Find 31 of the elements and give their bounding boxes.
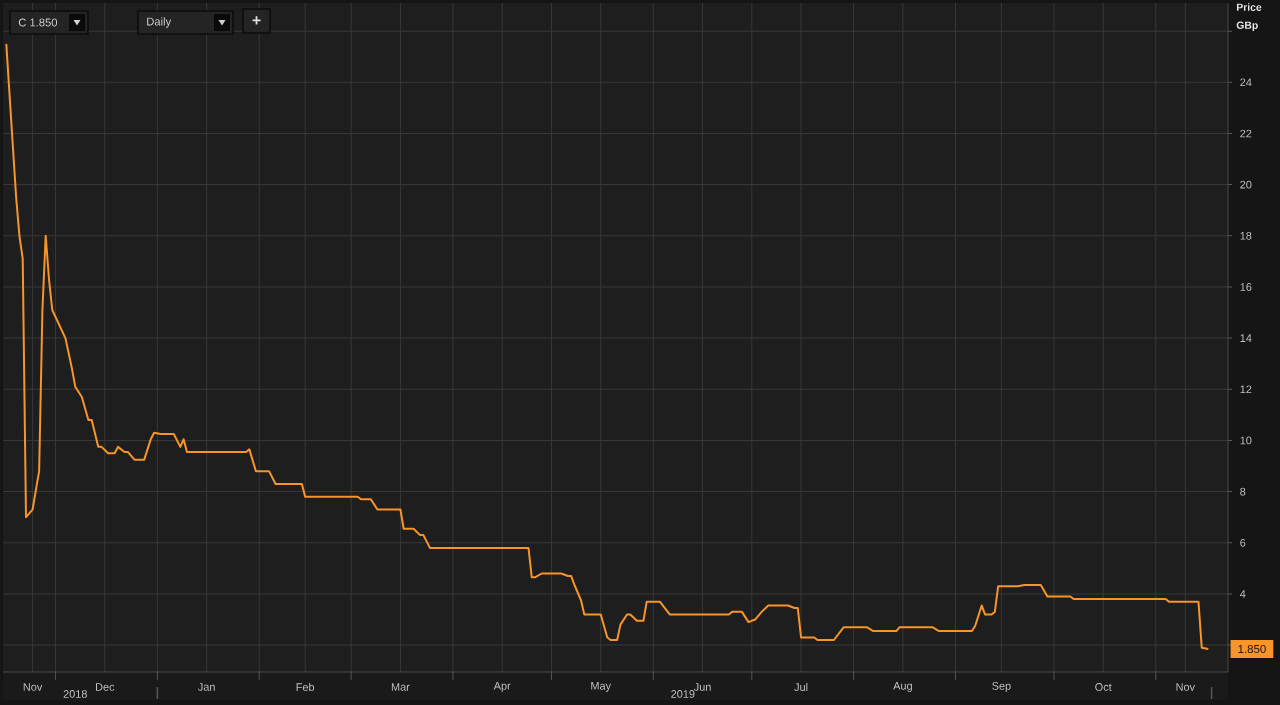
annotation: + <box>252 16 261 25</box>
x-tick-label: Mar <box>391 683 410 691</box>
x2-tick-label: 2018 <box>63 690 87 698</box>
x-tick-label: Jan <box>197 683 215 691</box>
x-tick-label: Jul <box>794 682 808 691</box>
annotation: C 1.850 <box>18 18 58 27</box>
y-tick-label: 18 <box>1240 231 1252 240</box>
x-tick-label: May <box>591 682 612 692</box>
annotation: 1.850 <box>1238 644 1266 654</box>
x-tick-label: Aug <box>893 682 912 692</box>
y-tick-label: 14 <box>1240 334 1252 342</box>
x-tick-label: Dec <box>96 683 115 691</box>
x-tick-label: Nov <box>1176 683 1196 691</box>
y-tick-label: 4 <box>1239 590 1246 598</box>
x-tick-label: Jun <box>693 683 711 691</box>
y-tick-label: 10 <box>1240 436 1252 445</box>
y-axis-title: Price GBp <box>1236 3 1262 31</box>
x-tick-label: Apr <box>493 682 511 692</box>
annotation: Daily <box>147 17 172 28</box>
y-tick-label: 6 <box>1240 538 1246 547</box>
x-tick-label: Nov <box>23 683 43 691</box>
y-tick-label: 22 <box>1240 129 1252 138</box>
x-tick-label: Feb <box>296 682 315 691</box>
y-tick-label: 20 <box>1240 180 1252 189</box>
x2-tick-label: 2019 <box>671 690 695 698</box>
y-tick-label: 12 <box>1240 385 1252 394</box>
y-tick-label: 24 <box>1240 78 1252 87</box>
x-tick-label: Sep <box>992 682 1011 692</box>
x-tick-label: Oct <box>1095 683 1112 691</box>
y-tick-label: 8 <box>1240 487 1246 496</box>
y-tick-label: 16 <box>1240 283 1252 291</box>
